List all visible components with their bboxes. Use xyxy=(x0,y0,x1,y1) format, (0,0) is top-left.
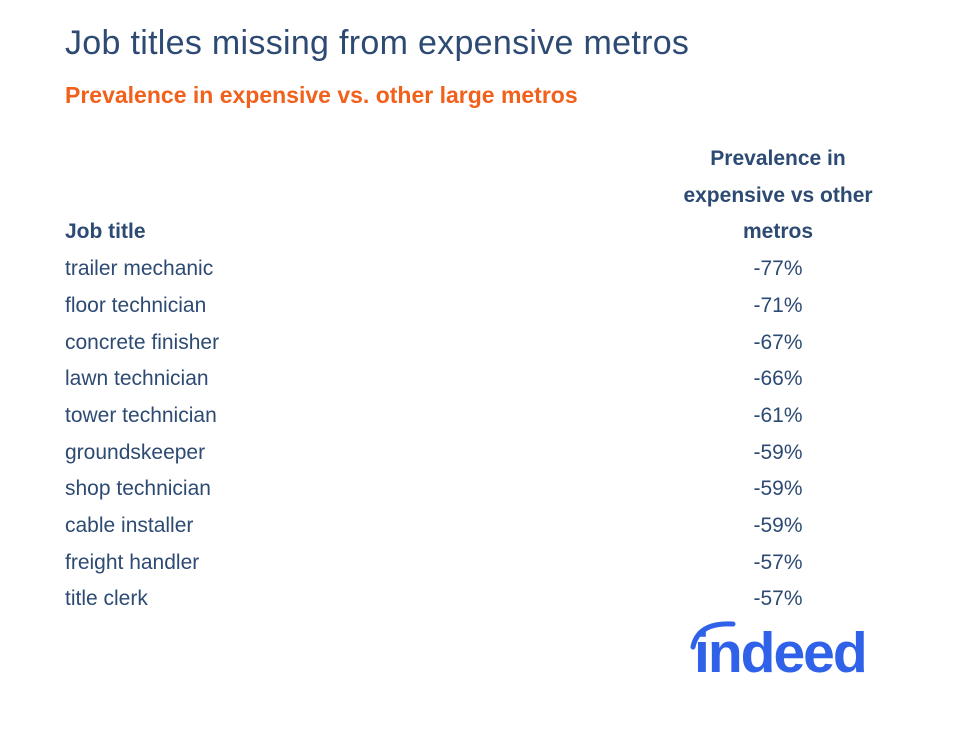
indeed-logo-arc-icon xyxy=(690,621,736,650)
prevalence-cell: -57% xyxy=(753,587,803,611)
column-header-prevalence: Prevalence in expensive vs other metros xyxy=(658,141,898,251)
column-header-prevalence-line: Prevalence in xyxy=(710,147,846,170)
job-title-cell: freight handler xyxy=(65,550,200,574)
table-row: freight handler -57% xyxy=(65,545,910,582)
prevalence-cell: -67% xyxy=(753,330,803,354)
table-row: lawn technician -66% xyxy=(65,361,910,398)
prevalence-cell: -59% xyxy=(753,440,803,464)
column-header-prevalence-line: metros xyxy=(742,220,814,244)
table-row: trailer mechanic -77% xyxy=(65,251,910,288)
job-title-cell: cable installer xyxy=(65,514,194,538)
prevalence-cell: -61% xyxy=(753,403,803,427)
table-row: title clerk -57% xyxy=(65,581,910,618)
table-row: floor technician -71% xyxy=(65,288,910,325)
table-row: tower technician -61% xyxy=(65,398,910,435)
table-row: concrete finisher -67% xyxy=(65,325,910,362)
prevalence-cell: -59% xyxy=(753,477,803,501)
page-subtitle: Prevalence in expensive vs. other large … xyxy=(65,82,578,108)
table-row: groundskeeper -59% xyxy=(65,435,910,472)
table-row: shop technician -59% xyxy=(65,471,910,508)
page-title: Job titles missing from expensive metros xyxy=(65,24,690,62)
indeed-logo-text: indeed xyxy=(694,621,868,685)
job-titles-table: Job title Prevalence in expensive vs oth… xyxy=(65,141,910,618)
table-header-row: Job title Prevalence in expensive vs oth… xyxy=(65,141,910,251)
job-title-cell: concrete finisher xyxy=(65,330,220,354)
job-title-cell: lawn technician xyxy=(65,367,209,391)
column-header-prevalence-line: expensive vs other xyxy=(683,183,873,207)
job-title-cell: groundskeeper xyxy=(65,440,206,464)
indeed-logo: indeed xyxy=(690,612,917,692)
table-row: cable installer -59% xyxy=(65,508,910,545)
prevalence-cell: -71% xyxy=(753,293,803,317)
job-title-cell: title clerk xyxy=(65,587,148,611)
prevalence-cell: -57% xyxy=(753,550,803,574)
job-title-cell: tower technician xyxy=(65,403,217,427)
column-header-job-title: Job title xyxy=(65,220,146,244)
job-title-cell: trailer mechanic xyxy=(65,257,214,281)
job-title-cell: floor technician xyxy=(65,293,207,317)
prevalence-cell: -59% xyxy=(753,514,803,538)
prevalence-cell: -77% xyxy=(753,257,803,281)
prevalence-cell: -66% xyxy=(753,367,803,391)
job-title-cell: shop technician xyxy=(65,477,211,501)
